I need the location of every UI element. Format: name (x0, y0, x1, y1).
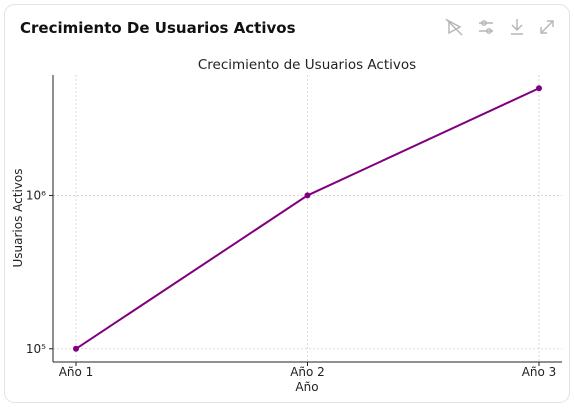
card-title: Crecimiento De Usuarios Activos (20, 19, 296, 37)
expand-icon[interactable] (540, 20, 554, 34)
y-tick-label: 10⁶ (26, 188, 46, 202)
y-tick-label: 10⁵ (26, 342, 46, 356)
y-axis-label: Usuarios Activos (11, 169, 25, 268)
toolbar (445, 18, 554, 36)
x-tick-label: Año 3 (522, 365, 557, 379)
x-axis-label: Año (295, 380, 318, 394)
pin-icon[interactable] (445, 18, 463, 36)
x-tick-label: Año 2 (290, 365, 325, 379)
point (304, 192, 311, 199)
chart-title: Crecimiento de Usuarios Activos (198, 57, 416, 73)
settings-icon[interactable] (479, 20, 493, 34)
point (73, 345, 79, 352)
x-tick-label: Año 1 (59, 365, 94, 379)
download-icon[interactable] (511, 19, 523, 35)
point (536, 85, 542, 92)
